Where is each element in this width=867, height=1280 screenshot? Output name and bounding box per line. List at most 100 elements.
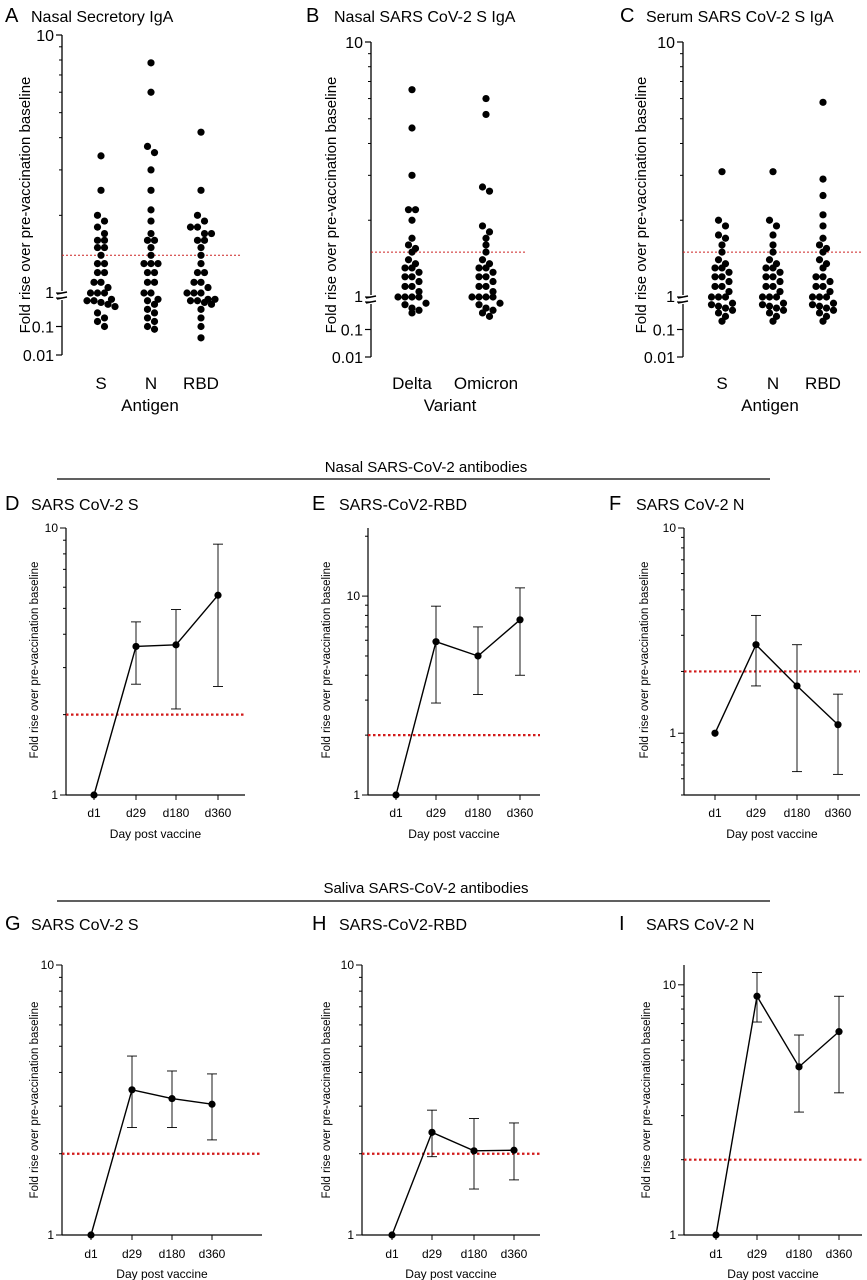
y-axis-label: Fold rise over pre-vaccination baseline (639, 562, 651, 759)
data-point (193, 236, 202, 244)
x-axis-label: Variant (424, 396, 477, 415)
data-point (190, 289, 198, 297)
x-tick-label: d360 (826, 1247, 853, 1261)
data-point (128, 1086, 136, 1094)
y-tick-label: 10 (41, 958, 55, 972)
x-tick-label: N (145, 374, 157, 393)
data-point (415, 268, 423, 276)
data-point (147, 186, 155, 194)
x-tick-label: d29 (426, 806, 446, 820)
panel-letter: I (619, 913, 625, 935)
data-point (769, 248, 777, 256)
data-point (489, 287, 497, 296)
data-point (415, 277, 423, 286)
data-point (401, 293, 409, 301)
x-tick-label: d29 (126, 806, 146, 820)
panel-title: SARS CoV-2 N (636, 497, 744, 514)
section-title: Saliva SARS-CoV-2 antibodies (323, 880, 528, 897)
x-tick-label: S (716, 374, 727, 393)
y-tick-label: 10 (341, 958, 355, 972)
data-point (725, 268, 733, 276)
data-point (718, 264, 726, 272)
panel-letter: D (5, 493, 19, 515)
y-axis-label: Fold rise over pre-vaccination baseline (17, 77, 34, 334)
data-point (822, 293, 831, 301)
x-tick-label: d360 (501, 1247, 528, 1261)
data-point (718, 241, 726, 249)
y-axis-label: Fold rise over pre-vaccination baseline (323, 77, 340, 334)
data-point (475, 282, 483, 291)
data-point (388, 1231, 396, 1239)
data-point (401, 273, 409, 281)
x-tick-label: RBD (183, 374, 219, 393)
data-point (100, 217, 109, 225)
data-point (408, 273, 416, 281)
y-tick-label: 10 (347, 589, 361, 603)
data-point (478, 222, 487, 230)
data-point (147, 260, 155, 268)
y-tick-label: 0.1 (32, 320, 54, 337)
x-tick-label: d1 (385, 1247, 399, 1261)
x-tick-label: d360 (199, 1247, 226, 1261)
data-point (819, 234, 827, 242)
x-tick-label: d360 (825, 806, 852, 820)
data-point (711, 273, 719, 281)
data-point (475, 273, 483, 281)
data-point (132, 642, 140, 651)
data-point (714, 309, 723, 317)
panel-title: SARS-CoV2-RBD (339, 497, 467, 514)
data-point (815, 293, 824, 301)
x-axis-label: Day post vaccine (727, 1267, 819, 1280)
data-point (207, 300, 216, 308)
x-tick-label: d360 (507, 806, 534, 820)
data-point (819, 175, 827, 183)
x-tick-label: d29 (122, 1247, 142, 1261)
data-point (93, 236, 102, 244)
data-point (776, 277, 784, 286)
data-point (150, 325, 159, 333)
panel-title: SARS CoV-2 S (31, 497, 139, 514)
data-point (150, 149, 159, 157)
data-point (154, 260, 162, 268)
data-point (147, 229, 155, 238)
x-tick-label: d180 (163, 806, 190, 820)
data-point (822, 304, 831, 312)
data-point (168, 1095, 176, 1103)
series-line (90, 1088, 213, 1236)
data-point (752, 641, 760, 649)
data-point (93, 260, 102, 268)
data-point (104, 283, 112, 292)
data-point (408, 171, 416, 179)
y-axis-label: Fold rise over pre-vaccination baseline (633, 77, 650, 334)
data-point (714, 216, 723, 224)
data-point (100, 322, 109, 331)
data-point (100, 243, 109, 252)
y-axis-label: Fold rise over pre-vaccination baseline (321, 1002, 333, 1199)
data-point (83, 297, 91, 305)
data-point (404, 256, 413, 264)
data-point (408, 86, 416, 94)
data-point (93, 309, 102, 317)
data-point (482, 273, 490, 281)
data-point (475, 264, 483, 272)
data-point (470, 1147, 478, 1155)
y-tick-label: 1 (354, 289, 363, 306)
x-tick-label: Delta (392, 374, 432, 393)
data-point (86, 289, 95, 297)
data-point (776, 287, 784, 296)
data-point (147, 217, 155, 225)
data-point (474, 652, 482, 660)
data-point (485, 228, 494, 236)
data-point (819, 273, 827, 281)
data-point (147, 59, 155, 67)
y-tick-label: 1 (347, 1228, 354, 1242)
data-point (143, 268, 152, 277)
data-point (812, 273, 820, 281)
x-tick-label: d29 (746, 806, 766, 820)
data-point (835, 1028, 843, 1036)
data-point (197, 334, 205, 342)
data-point (707, 293, 716, 301)
y-tick-label: 0.01 (332, 350, 363, 367)
data-point (193, 297, 202, 305)
